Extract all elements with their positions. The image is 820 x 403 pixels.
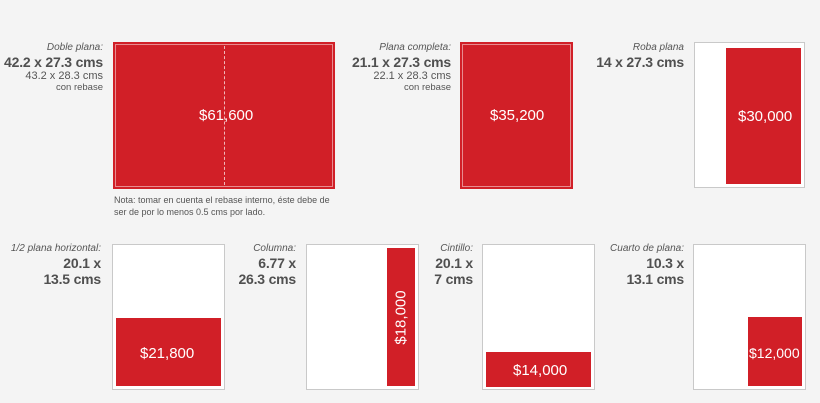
cuarto-plana-ad: $12,000: [748, 317, 802, 386]
plana-completa-name: Plana completa:: [379, 42, 451, 53]
media-plana-price: $21,800: [140, 345, 195, 362]
cintillo-size-line1: 20.1 x: [435, 254, 473, 271]
media-plana-label: 1/2 plana horizontal: 20.1 x 13.5 cms: [0, 243, 101, 287]
cuarto-plana-name: Cuarto de plana:: [610, 243, 684, 254]
columna-size-line2: 26.3 cms: [238, 270, 296, 287]
plana-completa-label: Plana completa: 21.1 x 27.3 cms 22.1 x 2…: [340, 42, 451, 94]
cintillo-name: Cintillo:: [440, 243, 473, 254]
doble-plana-label: Doble plana: 42.2 x 27.3 cms 43.2 x 28.3…: [0, 42, 103, 94]
center-fold-line: [224, 46, 225, 185]
cintillo-ad: $14,000: [486, 352, 591, 387]
plana-completa-bleed-note: con rebase: [403, 82, 451, 94]
rebase-note: Nota: tomar en cuenta el rebase interno,…: [114, 194, 349, 218]
media-plana-ad: $21,800: [116, 318, 221, 386]
plana-completa-price: $35,200: [490, 107, 545, 124]
cuarto-plana-label: Cuarto de plana: 10.3 x 13.1 cms: [596, 243, 684, 287]
doble-plana-ad: $61,600: [113, 42, 335, 189]
columna-size-line1: 6.77 x: [258, 254, 296, 271]
cintillo-label: Cintillo: 20.1 x 7 cms: [420, 243, 473, 287]
roba-plana-label: Roba plana 14 x 27.3 cms: [580, 42, 684, 70]
media-plana-page: $21,800: [112, 244, 225, 390]
rebase-note-line2: ser de por lo menos 0.5 cms por lado.: [114, 207, 266, 218]
roba-plana-name: Roba plana: [632, 42, 684, 53]
columna-ad: $18,000: [387, 248, 415, 386]
doble-plana-size: 42.2 x 27.3 cms: [4, 53, 103, 70]
plana-completa-ad: $35,200: [460, 42, 573, 189]
doble-plana-name: Doble plana:: [46, 42, 103, 53]
cintillo-page: $14,000: [482, 244, 595, 390]
cintillo-price: $14,000: [513, 362, 568, 379]
media-plana-size-line1: 20.1 x: [63, 254, 101, 271]
media-plana-size-line2: 13.5 cms: [43, 270, 101, 287]
doble-plana-size-bleed: 43.2 x 28.3 cms: [25, 69, 103, 82]
cuarto-plana-size-line2: 13.1 cms: [626, 270, 684, 287]
roba-plana-ad: $30,000: [726, 48, 801, 184]
rebase-note-line1: Nota: tomar en cuenta el rebase interno,…: [114, 195, 330, 205]
doble-plana-bleed-note: con rebase: [55, 82, 103, 94]
columna-label: Columna: 6.77 x 26.3 cms: [230, 243, 296, 287]
cintillo-size-line2: 7 cms: [434, 270, 473, 287]
columna-price: $18,000: [392, 290, 410, 345]
roba-plana-price: $30,000: [738, 108, 793, 125]
media-plana-name: 1/2 plana horizontal:: [10, 243, 101, 254]
doble-plana-price: $61,600: [199, 107, 254, 124]
roba-plana-page: $30,000: [694, 42, 805, 188]
columna-name: Columna:: [253, 243, 296, 254]
plana-completa-size: 21.1 x 27.3 cms: [352, 53, 451, 70]
cuarto-plana-page: $12,000: [693, 244, 806, 390]
columna-page: $18,000: [306, 244, 419, 390]
roba-plana-size: 14 x 27.3 cms: [596, 53, 684, 70]
plana-completa-size-bleed: 22.1 x 28.3 cms: [373, 69, 451, 82]
cuarto-plana-price: $12,000: [749, 345, 800, 361]
cuarto-plana-size-line1: 10.3 x: [646, 254, 684, 271]
